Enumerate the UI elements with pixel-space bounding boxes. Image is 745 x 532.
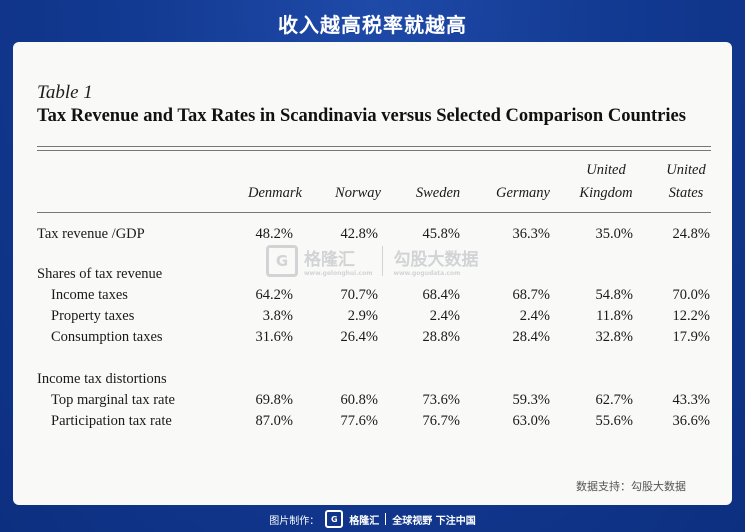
table-cell: 17.9% xyxy=(672,329,710,345)
watermark-partner: 勾股大数据 www.gogudata.com xyxy=(393,250,479,277)
row-label: Participation tax rate xyxy=(51,413,172,429)
footer-logo-icon: G xyxy=(325,510,344,528)
column-header: Sweden xyxy=(415,185,461,201)
table-cell: 3.8% xyxy=(262,308,293,324)
table-cell: 77.6% xyxy=(340,413,378,429)
footer: 图片制作： G 格隆汇 全球视野 下注中国 xyxy=(0,510,745,528)
table-cell: 2.4% xyxy=(519,308,550,324)
table-cell: 48.2% xyxy=(255,226,293,242)
column-header: Norway xyxy=(335,185,381,201)
table-cell: 12.2% xyxy=(672,308,710,324)
table-cell: 28.8% xyxy=(422,329,460,345)
top-rule-double xyxy=(37,150,711,151)
row-label: Shares of tax revenue xyxy=(37,266,163,282)
table-cell: 43.3% xyxy=(672,392,710,408)
table-cell: 68.7% xyxy=(512,287,550,303)
table-cell: 26.4% xyxy=(340,329,378,345)
data-source: 数据支持：勾股大数据 xyxy=(576,480,686,493)
table-cell: 42.8% xyxy=(340,226,378,242)
column-header: United States xyxy=(666,162,706,201)
gelonghui-logo-icon: G xyxy=(266,245,298,277)
row-label: Top marginal tax rate xyxy=(51,392,175,408)
table-cell: 87.0% xyxy=(255,413,293,429)
table-cell: 60.8% xyxy=(340,392,378,408)
table-cell: 63.0% xyxy=(512,413,550,429)
row-label: Tax revenue /GDP xyxy=(37,226,145,242)
table-cell: 2.9% xyxy=(347,308,378,324)
table-cell: 70.0% xyxy=(672,287,710,303)
table-cell: 55.6% xyxy=(595,413,633,429)
table-title: Tax Revenue and Tax Rates in Scandinavia… xyxy=(37,106,686,126)
table-cell: 73.6% xyxy=(422,392,460,408)
page-banner-title: 收入越高税率就越高 xyxy=(278,13,467,37)
watermark-divider xyxy=(382,246,384,276)
table-cell: 11.8% xyxy=(596,308,633,324)
table-cell: 59.3% xyxy=(512,392,550,408)
footer-brand: 格隆汇 xyxy=(349,515,380,527)
table-cell: 70.7% xyxy=(340,287,378,303)
row-label: Consumption taxes xyxy=(51,329,163,345)
table-label: Table 1 xyxy=(37,82,93,103)
table-cell: 2.4% xyxy=(429,308,460,324)
column-header: Denmark xyxy=(248,185,302,201)
table-cell: 68.4% xyxy=(422,287,460,303)
table-cell: 32.8% xyxy=(595,329,633,345)
row-label: Income tax distortions xyxy=(37,371,167,387)
row-label: Income taxes xyxy=(51,287,128,303)
table-cell: 62.7% xyxy=(595,392,633,408)
header-rule xyxy=(37,212,711,213)
table-cell: 64.2% xyxy=(255,287,293,303)
footer-slogan: 全球视野 下注中国 xyxy=(392,515,476,527)
column-header: Germany xyxy=(496,185,550,201)
table-cell: 54.8% xyxy=(595,287,633,303)
footer-divider xyxy=(385,513,387,525)
table-cell: 76.7% xyxy=(422,413,460,429)
table-cell: 28.4% xyxy=(512,329,550,345)
table-cell: 31.6% xyxy=(255,329,293,345)
table-cell: 35.0% xyxy=(595,226,633,242)
table-cell: 69.8% xyxy=(255,392,293,408)
watermark: G 格隆汇 www.gelonghui.com 勾股大数据 www.goguda… xyxy=(266,245,478,277)
watermark-brand: 格隆汇 www.gelonghui.com xyxy=(304,250,373,277)
top-rule xyxy=(37,146,711,147)
table-cell: 36.6% xyxy=(672,413,710,429)
footer-prefix: 图片制作： xyxy=(269,515,320,527)
row-label: Property taxes xyxy=(51,308,135,324)
table-cell: 36.3% xyxy=(512,226,550,242)
column-header: United Kingdom xyxy=(579,162,633,201)
table-card: Table 1 Tax Revenue and Tax Rates in Sca… xyxy=(13,42,732,505)
table-cell: 24.8% xyxy=(672,226,710,242)
table-cell: 45.8% xyxy=(422,226,460,242)
